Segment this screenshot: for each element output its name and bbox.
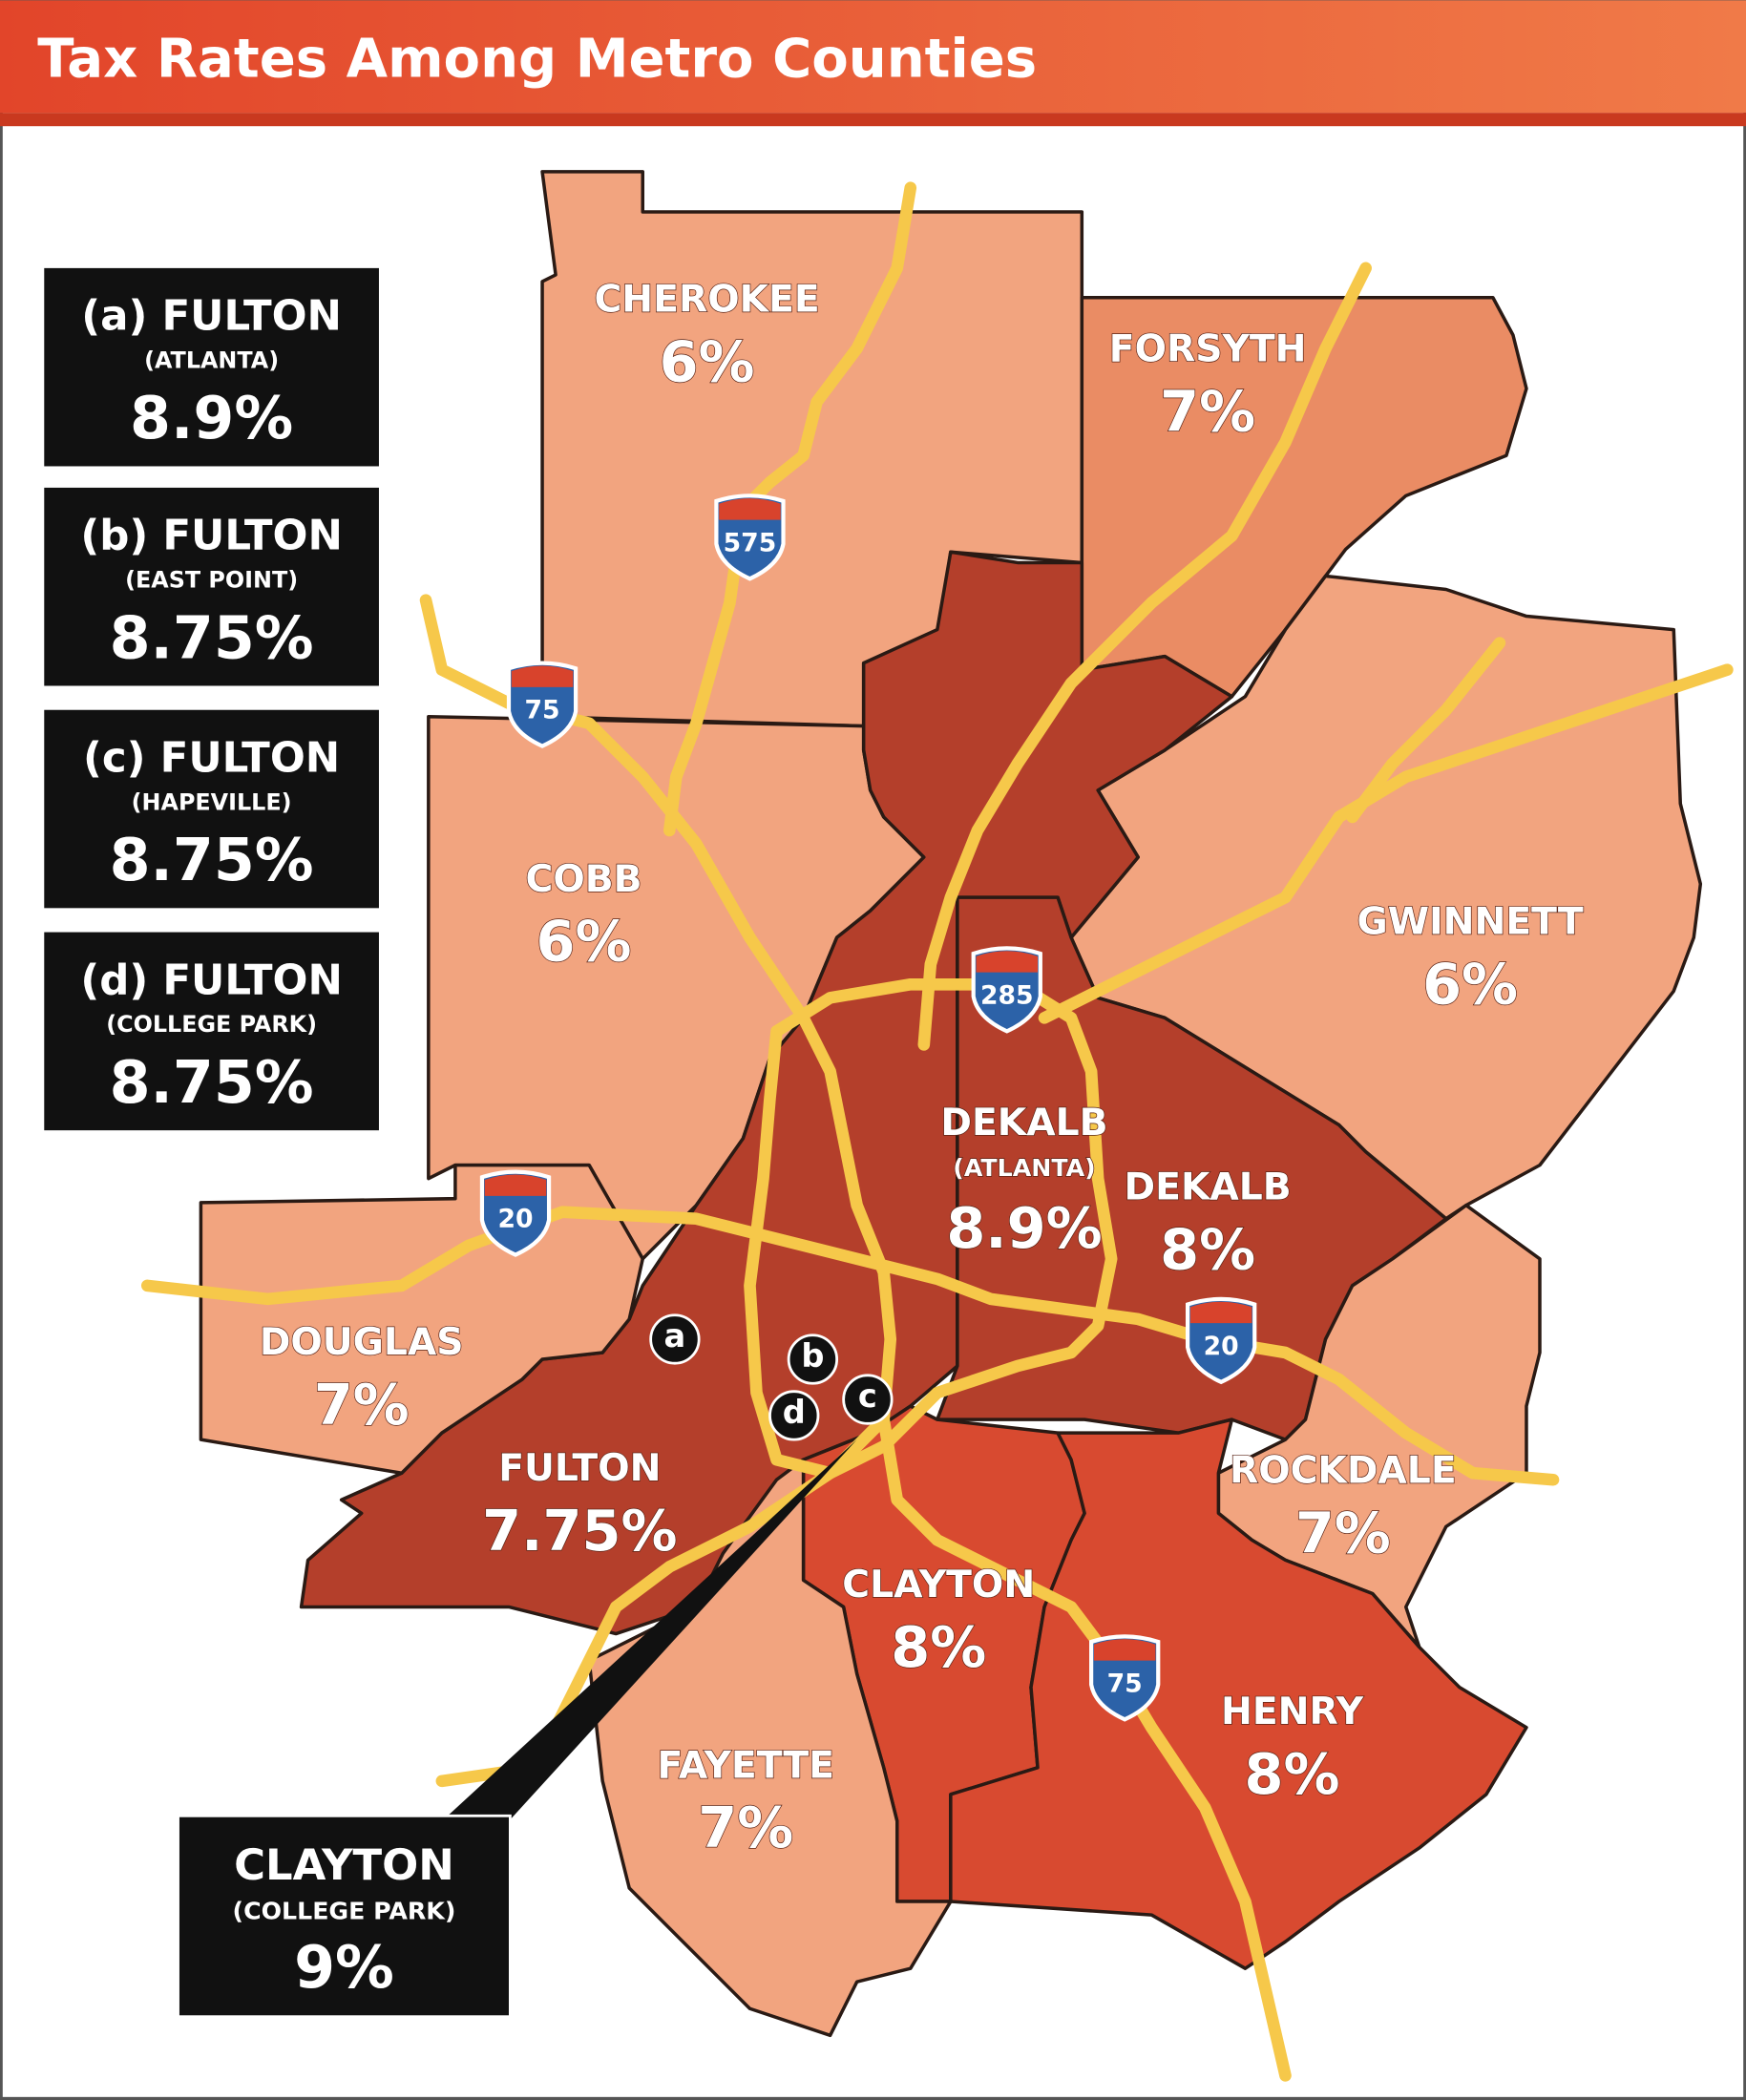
county-rate: 8%	[1245, 1741, 1340, 1807]
county-shape	[949, 1418, 1528, 1970]
county-rate: 8%	[891, 1614, 986, 1680]
legend-box	[44, 709, 379, 909]
shield-number: 75	[1107, 1669, 1143, 1698]
marker-letter: b	[801, 1337, 824, 1375]
title: Tax Rates Among Metro Counties	[37, 28, 1037, 90]
county-rate: 7%	[1295, 1501, 1391, 1566]
county-name: DEKALB	[940, 1102, 1107, 1144]
highway	[917, 262, 1372, 1051]
marker-letter: c	[858, 1377, 877, 1415]
county-rate: 7%	[698, 1795, 793, 1860]
shield-top	[1093, 1639, 1156, 1661]
legend-county: (d) FULTON	[80, 956, 342, 1004]
county-name: CHEROKEE	[594, 278, 819, 321]
county-name: CLAYTON	[842, 1564, 1035, 1606]
marker-letter: d	[783, 1394, 806, 1431]
marker	[787, 1334, 839, 1385]
callout-city: (COLLEGE PARK)	[233, 1897, 456, 1924]
shield-number: 575	[724, 528, 777, 557]
county-name: COBB	[526, 858, 642, 901]
county-name: DEKALB	[1125, 1166, 1292, 1208]
legend-city: (EAST POINT)	[125, 567, 298, 594]
legend-rate: 8.75%	[110, 826, 314, 894]
legend-rate: 8.9%	[130, 384, 293, 452]
county-rate: 7.75%	[482, 1498, 677, 1564]
shield-top	[484, 1174, 547, 1196]
legend-county: (b) FULTON	[80, 513, 342, 560]
highway	[140, 1206, 1560, 1486]
county-rate: 8%	[1160, 1216, 1255, 1282]
county-rate: 6%	[660, 328, 755, 394]
county-name: FAYETTE	[658, 1744, 835, 1787]
shield-number: 75	[525, 696, 560, 725]
shield-top	[719, 498, 781, 520]
shield-number: 20	[1204, 1332, 1239, 1361]
legend-city: (COLLEGE PARK)	[106, 1011, 317, 1038]
shield-top	[976, 951, 1039, 973]
title-bar	[0, 0, 1746, 114]
highway	[1346, 637, 1506, 824]
county-rate: 7%	[1160, 378, 1255, 444]
marker	[842, 1374, 894, 1425]
callout-rate: 9%	[294, 1933, 394, 2002]
legend-county: (c) FULTON	[83, 735, 340, 783]
marker-letter: a	[664, 1317, 686, 1354]
county-rate: 7%	[314, 1372, 410, 1438]
county-name: GWINNETT	[1357, 901, 1583, 944]
shield-top	[1189, 1301, 1252, 1324]
county-name: DOUGLAS	[260, 1321, 464, 1364]
shield-number: 285	[980, 980, 1034, 1010]
county-rate: 6%	[536, 909, 632, 975]
shield-top	[511, 665, 574, 687]
legend-rate: 8.75%	[110, 603, 314, 672]
legend-box	[44, 267, 379, 467]
callout-box	[177, 1814, 512, 2019]
callout-pointer	[441, 1439, 857, 1821]
county-rate: 6%	[1422, 952, 1518, 1018]
legend-city: (ATLANTA)	[144, 347, 279, 374]
marker	[768, 1390, 820, 1441]
legend-box	[44, 932, 379, 1131]
callout-county: CLAYTON	[234, 1839, 454, 1890]
marker	[649, 1313, 701, 1365]
legend-city: (HAPEVILLE)	[132, 788, 292, 815]
overlay: CHEROKEE 6% FORSYTH 7% COBB 6% GWINNETT 6% DEKAL…	[44, 267, 1585, 2019]
highway	[1038, 663, 1734, 1024]
county-name: FULTON	[498, 1447, 661, 1490]
county-rate: 8.9%	[946, 1195, 1102, 1261]
county-name: ROCKDALE	[1230, 1450, 1457, 1493]
shield-number: 20	[497, 1205, 533, 1234]
county-city: (ATLANTA)	[953, 1154, 1095, 1182]
legend-county: (a) FULTON	[81, 293, 342, 341]
county-name: HENRY	[1221, 1690, 1364, 1733]
legend-box	[44, 487, 379, 686]
legend-rate: 8.75%	[110, 1048, 314, 1117]
title-bar-stripe	[0, 113, 1746, 127]
county-name: FORSYTH	[1109, 327, 1307, 370]
county-shape	[587, 1458, 953, 2038]
highway	[663, 181, 917, 837]
